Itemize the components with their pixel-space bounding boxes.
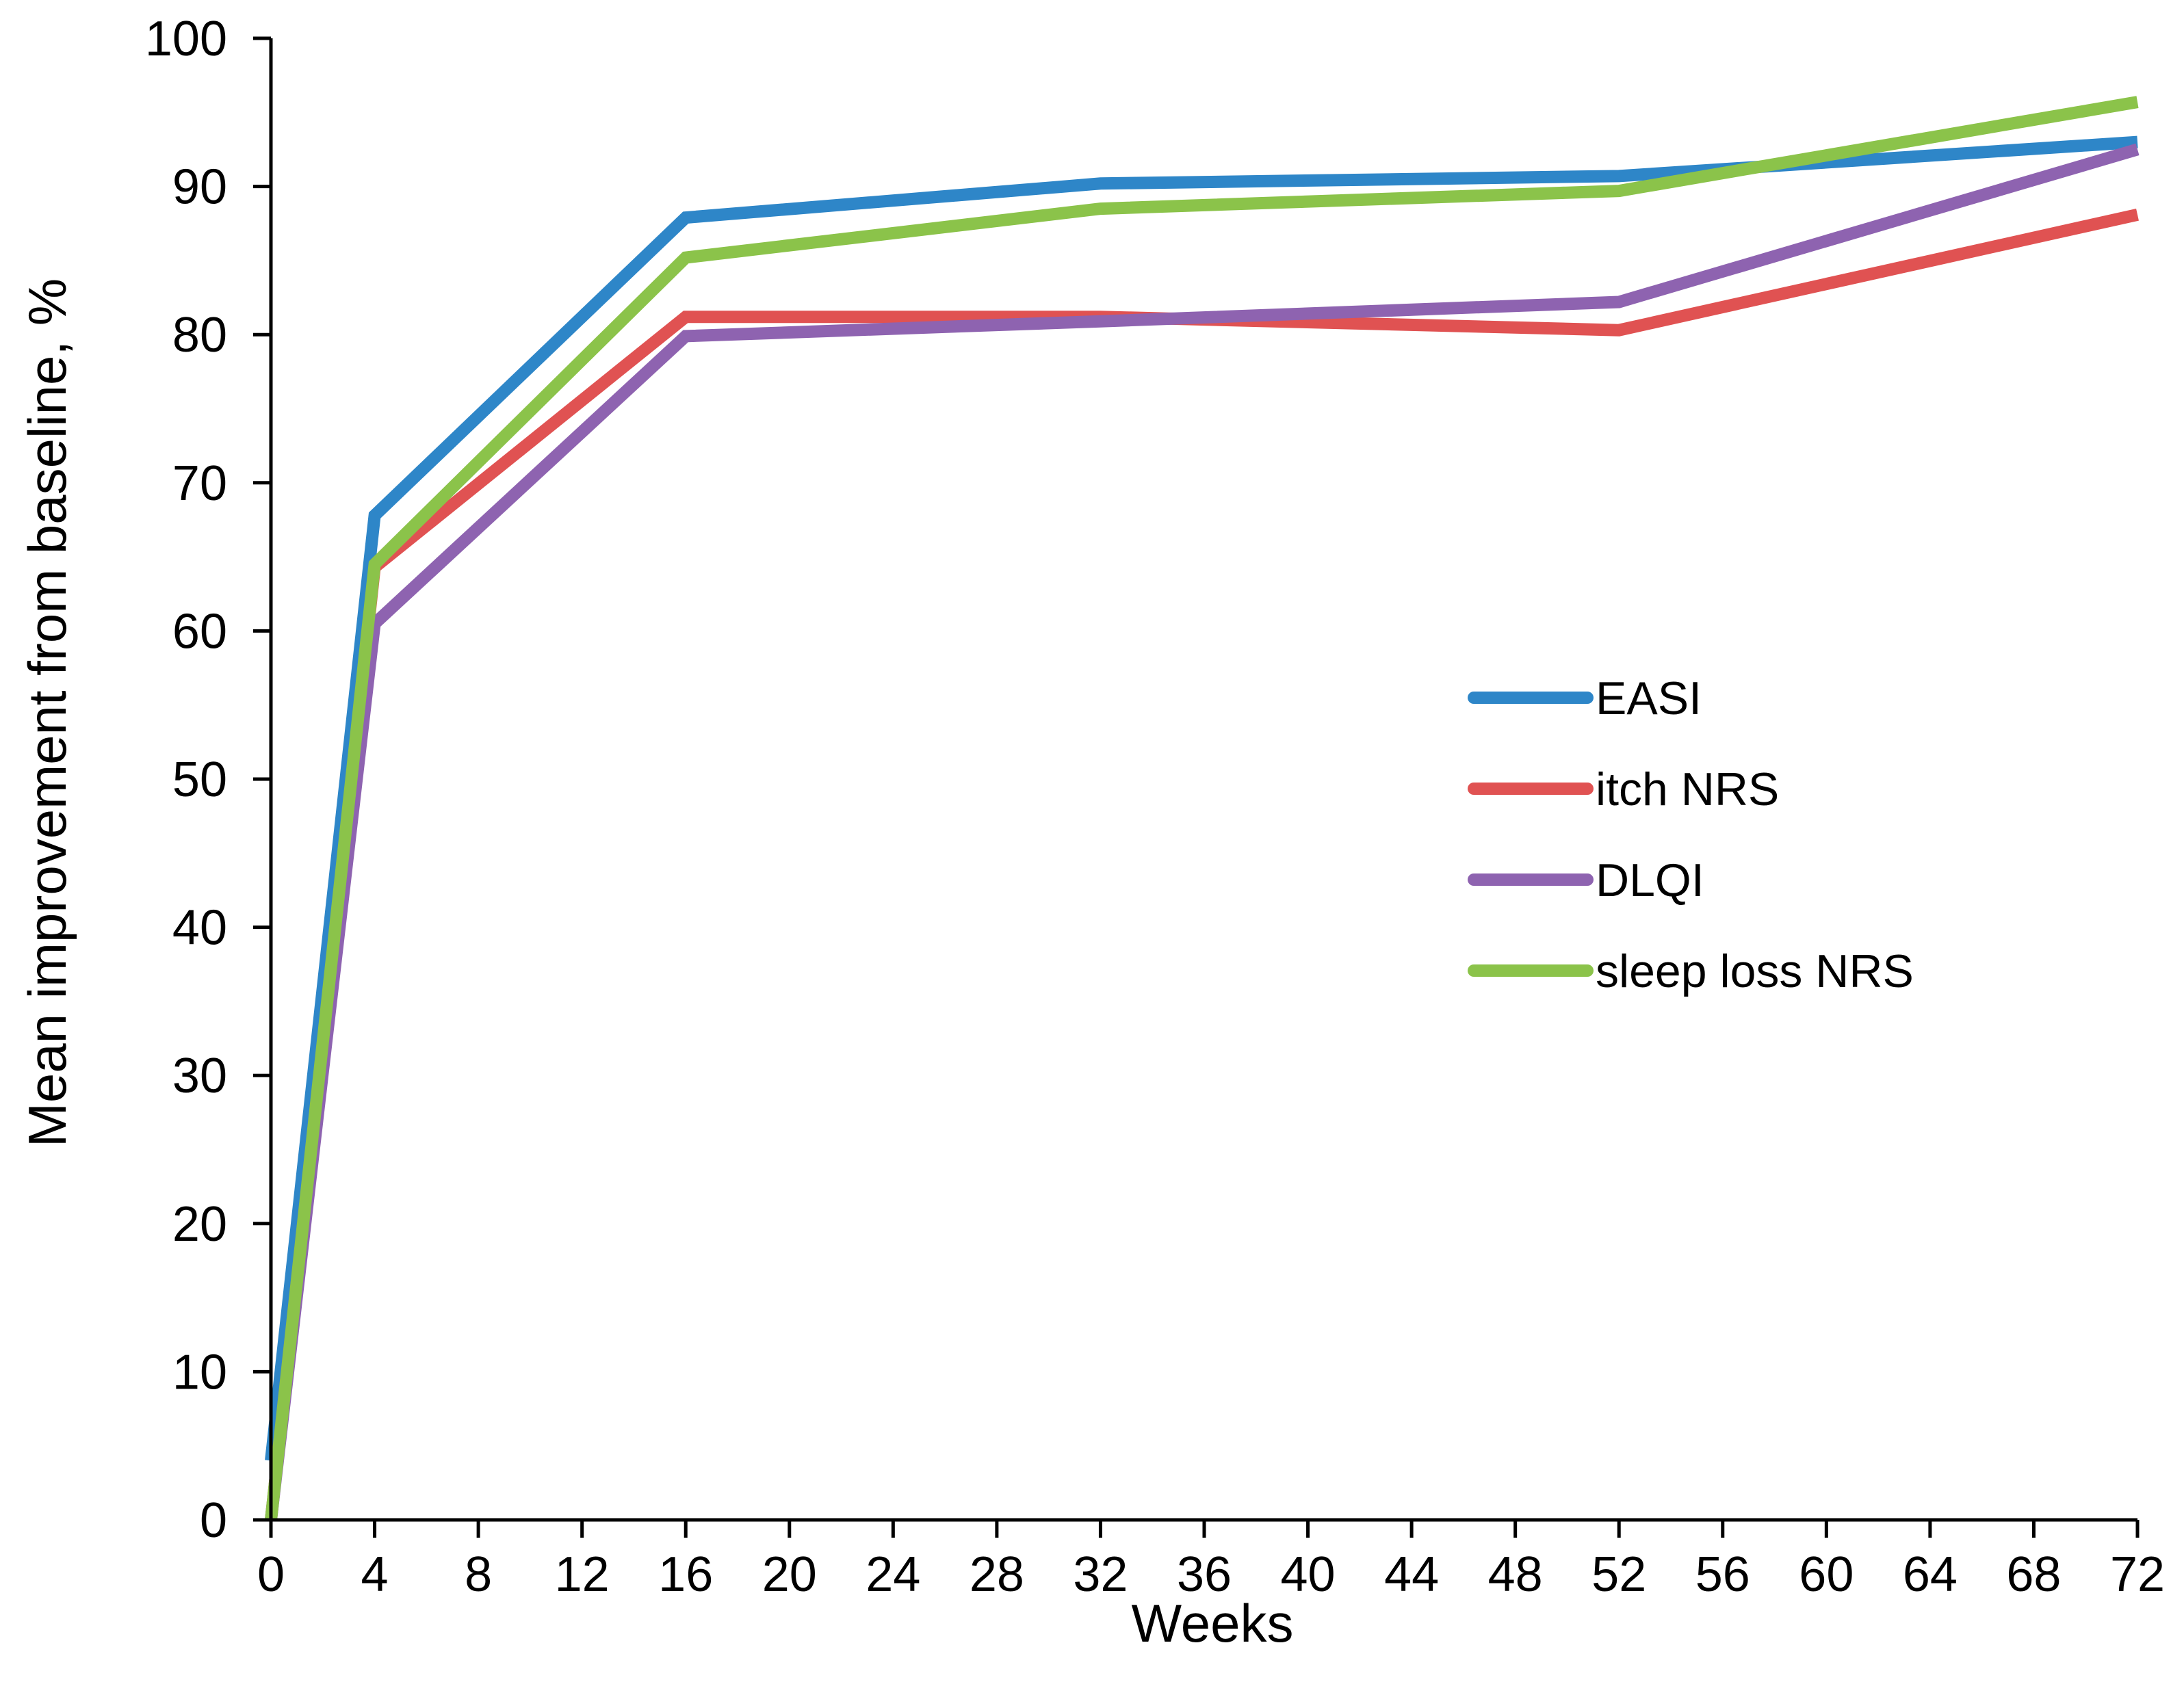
y-tick-label: 0: [200, 1493, 227, 1548]
y-tick-label: 100: [145, 12, 227, 66]
axes: [269, 38, 2137, 1522]
y-axis-title: Mean improvement from baseline, %: [17, 278, 77, 1147]
legend-label-sleep-loss-nrs: sleep loss NRS: [1596, 945, 1914, 997]
x-tick-label: 72: [2110, 1547, 2165, 1602]
legend-label-dlqi: DLQI: [1596, 854, 1704, 906]
y-tick-label: 60: [172, 604, 227, 659]
x-tick-label: 12: [555, 1547, 610, 1602]
x-tick-label: 0: [257, 1547, 285, 1602]
y-tick-label: 50: [172, 752, 227, 807]
y-tick-label: 70: [172, 456, 227, 511]
x-tick-label: 48: [1488, 1547, 1543, 1602]
y-tick-label: 40: [172, 901, 227, 956]
series-line-easi: [265, 135, 2138, 1462]
x-tick-label: 40: [1281, 1547, 1336, 1602]
x-tick-label: 68: [2006, 1547, 2061, 1602]
x-tick-label: 32: [1073, 1547, 1128, 1602]
x-tick-label: 44: [1384, 1547, 1439, 1602]
x-tick-label: 28: [970, 1547, 1024, 1602]
x-tick-label: 24: [866, 1547, 920, 1602]
y-tick-label: 30: [172, 1049, 227, 1103]
y-tick-label: 10: [172, 1345, 227, 1400]
legend: EASI itch NRS DLQI sleep loss NRS: [1468, 672, 1914, 997]
x-tick-label: 36: [1177, 1547, 1232, 1602]
legend-label-itch-nrs: itch NRS: [1596, 763, 1779, 815]
legend-label-easi: EASI: [1596, 672, 1702, 724]
series-layer: [265, 96, 2140, 1521]
x-tick-label: 4: [361, 1547, 389, 1602]
series-line-sleep-loss-nrs: [265, 96, 2139, 1521]
x-tick-label: 64: [1903, 1547, 1958, 1602]
y-tick-label: 90: [172, 160, 227, 215]
x-tick-label: 52: [1591, 1547, 1646, 1602]
y-tick-label: 80: [172, 308, 227, 363]
x-tick-label: 60: [1799, 1547, 1854, 1602]
y-tick-label: 20: [172, 1197, 227, 1252]
x-tick-label: 56: [1695, 1547, 1750, 1602]
tick-marks: [253, 36, 2140, 1538]
x-tick-label: 20: [762, 1547, 817, 1602]
series-line-itch-nrs: [265, 209, 2139, 1521]
x-tick-label: 16: [658, 1547, 713, 1602]
x-axis-title: Weeks: [1132, 1593, 1294, 1653]
x-tick-label: 8: [465, 1547, 492, 1602]
